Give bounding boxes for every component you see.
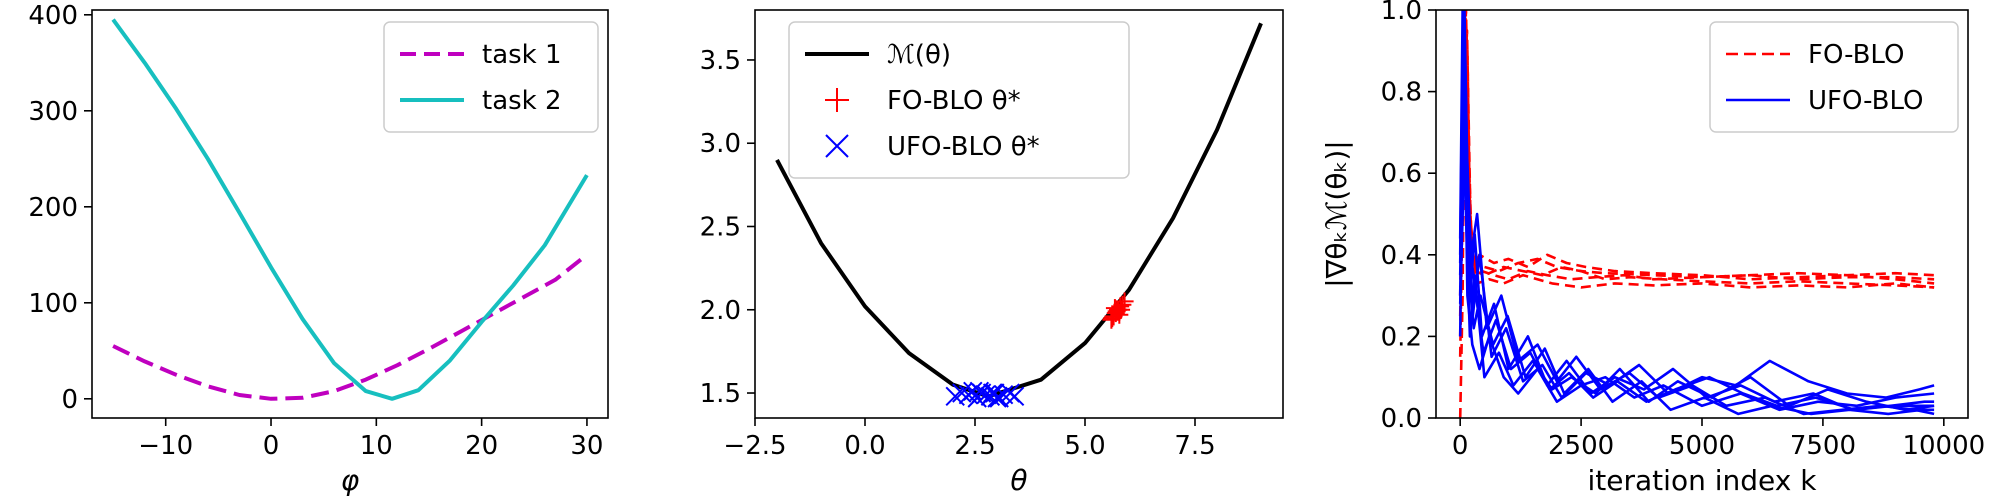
subplot-3: 0 2500 5000 7500 10000 0.0 0.2 0.4 0.6 0.8 1.0 iter… [1320, 0, 1985, 497]
y-tick-label: 400 [28, 1, 78, 31]
series-line-2 [111, 18, 589, 401]
fo-blo-marker [1115, 292, 1134, 311]
legend: task 1 task 2 [383, 21, 599, 133]
x-tick-label: 2500 [1548, 431, 1614, 461]
x-tick-label: 20 [465, 431, 498, 461]
y-tick-label: 1.0 [1381, 0, 1422, 26]
series-line-5 [1458, 29, 1935, 357]
x-tick-label: 5.0 [1064, 431, 1105, 461]
y-tick-label: 1.5 [700, 379, 741, 409]
legend-label: FO-BLO [1808, 40, 1904, 70]
plot-area [775, 22, 1263, 408]
x-tick-label: 30 [570, 431, 603, 461]
y-tick-label: 100 [28, 289, 78, 319]
y-tick-label: 0.0 [1381, 404, 1422, 434]
x-tick-label: −10 [138, 431, 193, 461]
subplot-2: −2.5 0.0 2.5 5.0 7.5 1.5 2.0 2.5 3.0 3.5 θ ℳ(θ) FO-B… [700, 9, 1284, 497]
y-tick-label: 2.0 [700, 296, 741, 326]
x-axis-title: θ [1010, 464, 1027, 497]
legend-item: ℳ(θ) [805, 40, 951, 70]
x-tick-label: 0.0 [844, 431, 885, 461]
legend: FO-BLO UFO-BLO [1709, 21, 1959, 133]
legend-item: UFO-BLO [1726, 86, 1924, 116]
axes-frame [91, 9, 609, 419]
legend-item: task 2 [400, 86, 562, 116]
y-tick-label: 0.2 [1381, 322, 1422, 352]
axes-frame [754, 9, 1284, 419]
x-tick-label: −2.5 [723, 431, 786, 461]
y-tick-label: 0.6 [1381, 159, 1422, 189]
ufo-blo-marker [1004, 386, 1025, 407]
y-tick-label: 3.0 [700, 129, 741, 159]
legend-label: FO-BLO θ* [887, 86, 1021, 116]
y-tick-label: 3.5 [700, 46, 741, 76]
ufo-blo-marker [987, 388, 1007, 408]
y-tick-label: 0.8 [1381, 78, 1422, 108]
x-axis-title: φ [341, 464, 360, 497]
y-tick-label: 0.4 [1381, 241, 1422, 271]
legend-label: UFO-BLO [1808, 86, 1924, 116]
x-tick-label: 10000 [1902, 431, 1985, 461]
plot-area [1458, 10, 1935, 418]
x-tick-label: 10 [360, 431, 393, 461]
legend-item: UFO-BLO θ* [825, 132, 1040, 162]
series-line-8 [1458, 29, 1935, 399]
x-tick-label: 7500 [1790, 431, 1856, 461]
series-line-1 [112, 253, 589, 401]
y-axis-title: |∇θₖℳ(θₖ)| [1320, 140, 1353, 288]
x-tick-label: 5000 [1669, 431, 1735, 461]
series-line-12 [1458, 110, 1935, 412]
legend-label: task 1 [482, 40, 562, 70]
legend-label: UFO-BLO θ* [887, 132, 1040, 162]
y-tick-label: 0 [61, 385, 78, 415]
y-tick-label: 200 [28, 193, 78, 223]
legend-label: ℳ(θ) [887, 40, 951, 70]
legend-box [383, 21, 599, 133]
plot-area [111, 18, 589, 401]
x-tick-label: 7.5 [1174, 431, 1215, 461]
legend: ℳ(θ) FO-BLO θ* UFO-BLO θ* [788, 21, 1130, 179]
legend-box [1709, 21, 1959, 133]
series-line-3 [1458, 10, 1935, 296]
y-tick-label: 2.5 [700, 212, 741, 242]
x-tick-label: 0 [1452, 431, 1469, 461]
fo-blo-marker [1103, 309, 1122, 328]
y-tick-label: 300 [28, 97, 78, 127]
legend-item: task 1 [400, 40, 562, 70]
x-tick-label: 0 [263, 431, 280, 461]
ufo-blo-marker [976, 384, 996, 405]
x-axis-title: iteration index k [1588, 464, 1818, 497]
legend-box [788, 21, 1130, 179]
x-tick-label: 2.5 [954, 431, 995, 461]
series-line-2 [1458, 10, 1935, 337]
fo-blo-marker [1112, 300, 1131, 319]
legend-item: FO-BLO [1726, 40, 1904, 70]
legend-label: task 2 [482, 86, 562, 116]
legend-item: FO-BLO θ* [825, 86, 1021, 116]
